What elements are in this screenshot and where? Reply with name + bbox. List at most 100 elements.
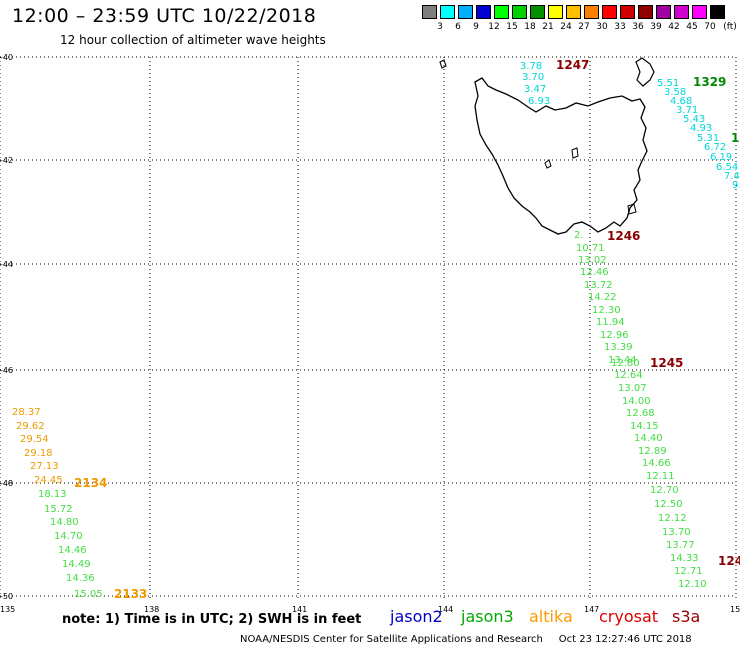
wave-height-label: 6.93 xyxy=(528,96,550,107)
legend-swatch xyxy=(620,5,635,19)
legend-swatch xyxy=(638,5,653,19)
pass-time-label: 1246 xyxy=(607,229,640,243)
lon-label: 141 xyxy=(292,605,307,614)
legend-tick: 42 xyxy=(668,22,680,32)
wave-height-label: 5.51 xyxy=(657,78,679,89)
time-labels: 1247 1329 1 1246 1245 124 2134 2133 xyxy=(74,58,740,601)
small-island-c xyxy=(627,203,637,215)
wave-height-label: 13.02 xyxy=(578,255,607,266)
wave-height-label: 13.07 xyxy=(618,383,647,394)
satellite-name-altika: altika xyxy=(529,607,573,626)
wave-height-label: 5.43 xyxy=(683,114,705,125)
wave-height-label: 14.40 xyxy=(634,433,663,444)
lat-label: -42 xyxy=(0,156,13,165)
wave-height-label: 13.39 xyxy=(604,342,633,353)
legend-tick: 18 xyxy=(524,22,536,32)
wave-height-label: 9. xyxy=(732,180,740,191)
legend-swatch xyxy=(674,5,689,19)
small-island-a xyxy=(544,159,552,169)
wave-height-label: 12.50 xyxy=(654,499,683,510)
lat-label: -44 xyxy=(0,260,13,269)
wave-height-label: 12.89 xyxy=(638,446,667,457)
wave-height-label: 14.49 xyxy=(62,559,91,570)
wave-height-label: 12.30 xyxy=(592,305,621,316)
legend-tick: 45 xyxy=(686,22,698,32)
wave-height-label: 27.13 xyxy=(30,461,59,472)
wave-height-label: 13.77 xyxy=(666,540,695,551)
wave-height-label: 4.68 xyxy=(670,96,692,107)
wave-height-label: 14.00 xyxy=(622,396,651,407)
wave-height-label: 10.71 xyxy=(576,243,605,254)
legend-swatch xyxy=(440,5,455,19)
legend-tick: 39 xyxy=(650,22,662,32)
wave-height-label: 15.05 xyxy=(74,589,103,600)
wave-height-label: 14.66 xyxy=(642,458,671,469)
legend-swatch xyxy=(710,5,725,19)
wave-height-label: 12.46 xyxy=(580,267,609,278)
pass-time-label: 2134 xyxy=(74,476,107,490)
pass-time-label: 1329 xyxy=(693,75,726,89)
wave-height-label: 4.93 xyxy=(690,123,712,134)
lon-label: 150 xyxy=(730,605,740,614)
lat-label: -48 xyxy=(0,479,13,488)
legend-tick: 24 xyxy=(560,22,572,32)
lon-label: 144 xyxy=(438,605,453,614)
legend-tick: 12 xyxy=(488,22,500,32)
wave-height-label: 14.70 xyxy=(54,531,83,542)
wave-height-label: 12.12 xyxy=(658,513,687,524)
wave-height-label: 12.64 xyxy=(614,370,643,381)
pass-time-label: 1247 xyxy=(556,58,589,72)
map-subtitle: 12 hour collection of altimeter wave hei… xyxy=(60,33,326,47)
wave-height-label: 14.33 xyxy=(670,553,699,564)
wave-height-label: 13.72 xyxy=(584,280,613,291)
pass-time-label: 2133 xyxy=(114,587,147,601)
legend-swatch xyxy=(692,5,707,19)
wave-height-label: 12.70 xyxy=(650,485,679,496)
legend-swatch xyxy=(512,5,527,19)
wave-height-label: 29.54 xyxy=(20,434,49,445)
wave-height-label: 6.19 xyxy=(710,152,732,163)
wave-height-label: 14.36 xyxy=(66,573,95,584)
credit-line: NOAA/NESDIS Center for Satellite Applica… xyxy=(240,634,692,645)
satellite-name-jason3: jason3 xyxy=(461,607,514,626)
wave-height-label: 14.15 xyxy=(630,421,659,432)
legend-swatch xyxy=(494,5,509,19)
legend-tick: 70 xyxy=(704,22,716,32)
legend-swatch xyxy=(458,5,473,19)
king-island-outline xyxy=(439,59,447,69)
legend-swatch xyxy=(476,5,491,19)
wave-height-label: 12.96 xyxy=(600,330,629,341)
satellite-name-cryosat: cryosat xyxy=(599,607,659,626)
legend-tick: 30 xyxy=(596,22,608,32)
wave-height-label: 3.78 xyxy=(520,61,542,72)
legend-tick: 21 xyxy=(542,22,554,32)
wave-height-label: 12.10 xyxy=(678,579,707,590)
legend-tick: 3 xyxy=(437,22,443,32)
wave-height-label: 29.18 xyxy=(24,448,53,459)
legend-tick: 27 xyxy=(578,22,590,32)
wave-height-label: 12.71 xyxy=(674,566,703,577)
wave-height-label: 3.58 xyxy=(664,87,686,98)
map-title: 12:00 – 23:59 UTC 10/22/2018 xyxy=(12,5,317,27)
wave-height-label: 6.54 xyxy=(716,162,738,173)
legend-tick: 6 xyxy=(455,22,461,32)
legend-swatch xyxy=(566,5,581,19)
wave-height-label: 7.4 xyxy=(724,171,740,182)
legend-tick: 33 xyxy=(614,22,626,32)
wave-height-label: 24.45 xyxy=(34,475,63,486)
tasmania-coastline xyxy=(474,77,648,235)
pass-time-label: 1 xyxy=(731,131,739,145)
wave-height-label: 3.70 xyxy=(522,72,544,83)
wave-height-label: 29.62 xyxy=(16,421,45,432)
satellite-name-jason2: jason2 xyxy=(390,607,443,626)
lon-label: 138 xyxy=(144,605,159,614)
legend-swatch xyxy=(584,5,599,19)
legend-swatch xyxy=(602,5,617,19)
wave-height-label: 6.72 xyxy=(704,142,726,153)
map-grid: 135 138 141 144 147 150 -40 -42 -44 -46 -48 -50 xyxy=(0,53,740,614)
legend-tick: 36 xyxy=(632,22,644,32)
wave-height-label: 3.71 xyxy=(676,105,698,116)
wave-height-label: 13.70 xyxy=(662,527,691,538)
wave-height-label: 11.94 xyxy=(596,317,625,328)
